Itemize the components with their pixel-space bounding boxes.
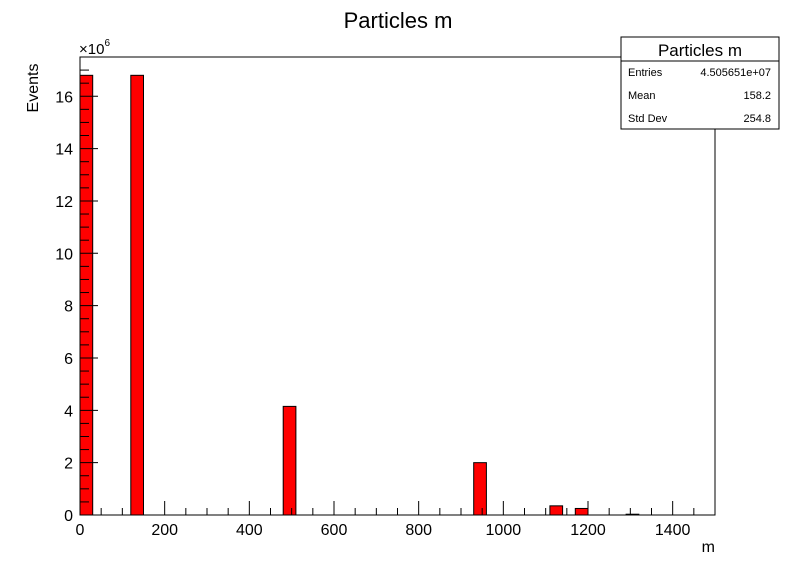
stats-stddev-label: Std Dev	[628, 113, 668, 125]
x-axis-label: m	[702, 539, 715, 556]
x-tick-label: 600	[321, 522, 348, 539]
x-tick-label: 1000	[486, 522, 522, 539]
x-tick-label: 1200	[570, 522, 606, 539]
y-tick-label: 4	[64, 403, 73, 420]
y-axis-exponent-base: ×10	[79, 41, 104, 58]
y-tick-label: 10	[55, 246, 73, 263]
x-tick-label: 200	[151, 522, 178, 539]
y-tick-label: 16	[55, 89, 73, 106]
stats-entries-label: Entries	[628, 67, 663, 79]
histogram-bar-3	[473, 462, 487, 516]
chart-title: Particles m	[344, 8, 453, 33]
histogram-bar-2	[282, 405, 297, 516]
stats-mean-value: 158.2	[743, 90, 771, 102]
histogram-bars	[79, 74, 640, 516]
y-tick-label: 0	[64, 508, 73, 525]
histogram-bar-5	[574, 507, 589, 516]
stats-entries-value: 4.505651e+07	[700, 67, 771, 79]
y-tick-label: 2	[64, 456, 73, 473]
x-tick-label: 0	[76, 522, 85, 539]
histogram-bar-0	[79, 74, 94, 516]
histogram-bar-1	[130, 74, 145, 516]
plot-axes: 0 200 400 600 800 1000 1200 1400 0 2 4 6 8 10 12 14 16	[55, 56, 716, 539]
y-axis-exponent-power: 6	[104, 38, 110, 49]
y-axis-exponent: ×106	[79, 38, 110, 58]
x-tick-label: 800	[405, 522, 432, 539]
y-tick-label: 12	[55, 194, 73, 211]
y-tick-label: 6	[64, 351, 73, 368]
stats-box-frame	[620, 36, 780, 130]
x-tick-label: 400	[236, 522, 263, 539]
x-tick-label: 1400	[655, 522, 691, 539]
stats-mean-label: Mean	[628, 90, 656, 102]
y-axis-label: Events	[25, 64, 42, 113]
y-tick-label: 14	[55, 142, 73, 159]
plot-frame	[79, 56, 716, 516]
stats-box-title: Particles m	[658, 41, 742, 60]
stats-stddev-value: 254.8	[743, 113, 771, 125]
histogram-bar-4	[549, 505, 564, 516]
y-tick-label: 8	[64, 299, 73, 316]
stats-box: Particles m Entries 4.505651e+07 Mean 15…	[620, 36, 780, 130]
